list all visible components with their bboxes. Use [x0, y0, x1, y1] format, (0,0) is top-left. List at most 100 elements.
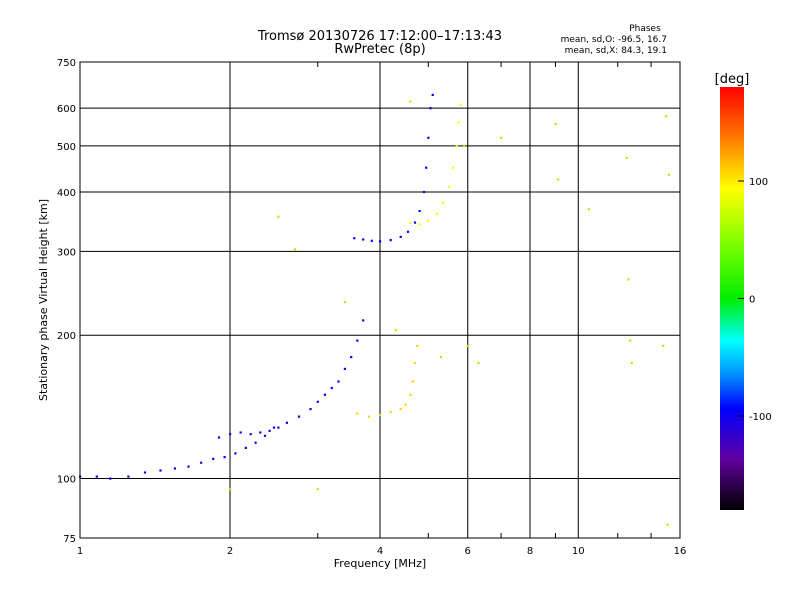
plot-frame [79, 61, 681, 539]
data-point [431, 93, 434, 96]
x-tick-label: 4 [377, 546, 383, 557]
x-tick-label: 2 [227, 546, 233, 557]
data-point [127, 475, 130, 478]
data-point [217, 436, 221, 439]
data-point [143, 471, 147, 474]
data-point [367, 415, 371, 418]
data-point [389, 239, 392, 242]
data-point [422, 190, 426, 194]
y-tick-label: 200 [57, 331, 76, 342]
data-point [556, 178, 560, 181]
data-point [463, 144, 466, 147]
data-point [277, 215, 280, 218]
data-point [356, 339, 359, 342]
y-axis-label: Stationary phase Virtual Height [km] [37, 199, 50, 401]
x-tick-label: 1 [77, 546, 83, 557]
data-point [309, 408, 312, 411]
data-point [418, 209, 421, 213]
data-point [259, 431, 262, 434]
data-point [370, 239, 373, 242]
data-point [627, 278, 630, 281]
data-point [500, 136, 503, 139]
data-point [362, 319, 365, 322]
data-point [416, 344, 419, 347]
data-point [234, 452, 237, 455]
data-point [330, 386, 333, 390]
chart-title: Tromsø 20130726 17:12:00–17:13:43 [257, 29, 502, 44]
data-point [229, 488, 232, 491]
data-point [187, 465, 190, 468]
y-axis-ticks: 75 100 200 300 400 500 600 750 [57, 58, 76, 545]
x-axis-label: Frequency [MHz] [334, 557, 426, 570]
data-point [429, 107, 432, 110]
y-tick-label: 500 [57, 142, 76, 153]
chart-subtitle: RwPretec (8p) [334, 42, 425, 57]
y-tick-label: 400 [57, 188, 76, 199]
colorbar-tick-label: -100 [749, 412, 772, 423]
data-point [159, 469, 162, 472]
data-point [285, 421, 288, 424]
data-point [447, 185, 451, 188]
stats-heading: Phases [629, 24, 661, 34]
x-axis-ticks: 1 2 4 6 8 10 16 [77, 62, 687, 557]
data-point [272, 426, 276, 429]
data-point [244, 446, 247, 449]
colorbar-ticks: 100 0 -100 [738, 177, 772, 423]
data-point [630, 361, 633, 364]
data-point [439, 356, 443, 359]
data-point [427, 219, 430, 222]
data-point [254, 441, 257, 444]
data-point [297, 415, 301, 418]
x-tick-label: 8 [527, 546, 533, 557]
data-point [425, 166, 428, 169]
data-point [413, 221, 417, 224]
x-tick-label: 16 [674, 546, 687, 557]
stats-o-mode: mean, sd,O: -96.5, 16.7 [561, 35, 667, 45]
data-point [239, 431, 242, 434]
data-point [277, 426, 280, 429]
scatter-points [79, 93, 671, 526]
data-point [587, 208, 590, 211]
data-point [404, 403, 407, 406]
data-point [667, 173, 671, 176]
y-tick-label: 100 [57, 475, 76, 486]
colorbar-tick-label: 100 [749, 177, 768, 188]
grid-lines [80, 62, 680, 538]
data-point [316, 400, 319, 403]
data-point [665, 115, 668, 118]
data-point [399, 235, 402, 238]
data-point [457, 121, 460, 124]
data-point [409, 393, 412, 396]
data-point [409, 221, 412, 224]
data-point [441, 201, 445, 204]
data-point [223, 456, 226, 459]
data-point [435, 212, 438, 215]
data-point [323, 393, 326, 396]
data-point [413, 361, 417, 364]
y-tick-label: 750 [57, 58, 76, 69]
data-point [293, 248, 297, 251]
data-point [212, 457, 215, 460]
data-point [109, 477, 112, 480]
data-point [662, 344, 665, 347]
data-point [268, 429, 271, 432]
data-point [389, 410, 392, 414]
data-point [455, 144, 458, 147]
data-point [451, 166, 454, 169]
data-point [316, 488, 319, 491]
data-point [249, 433, 252, 436]
data-point [466, 344, 469, 347]
data-point [95, 475, 98, 478]
data-point [362, 238, 365, 241]
data-point [411, 380, 414, 383]
data-point [263, 434, 267, 437]
data-point [200, 461, 203, 464]
data-point [625, 156, 628, 159]
data-point [356, 412, 359, 415]
y-tick-label: 75 [63, 534, 76, 545]
data-point [406, 230, 410, 233]
data-point [629, 339, 632, 342]
data-point [379, 240, 382, 243]
data-point [343, 300, 346, 304]
